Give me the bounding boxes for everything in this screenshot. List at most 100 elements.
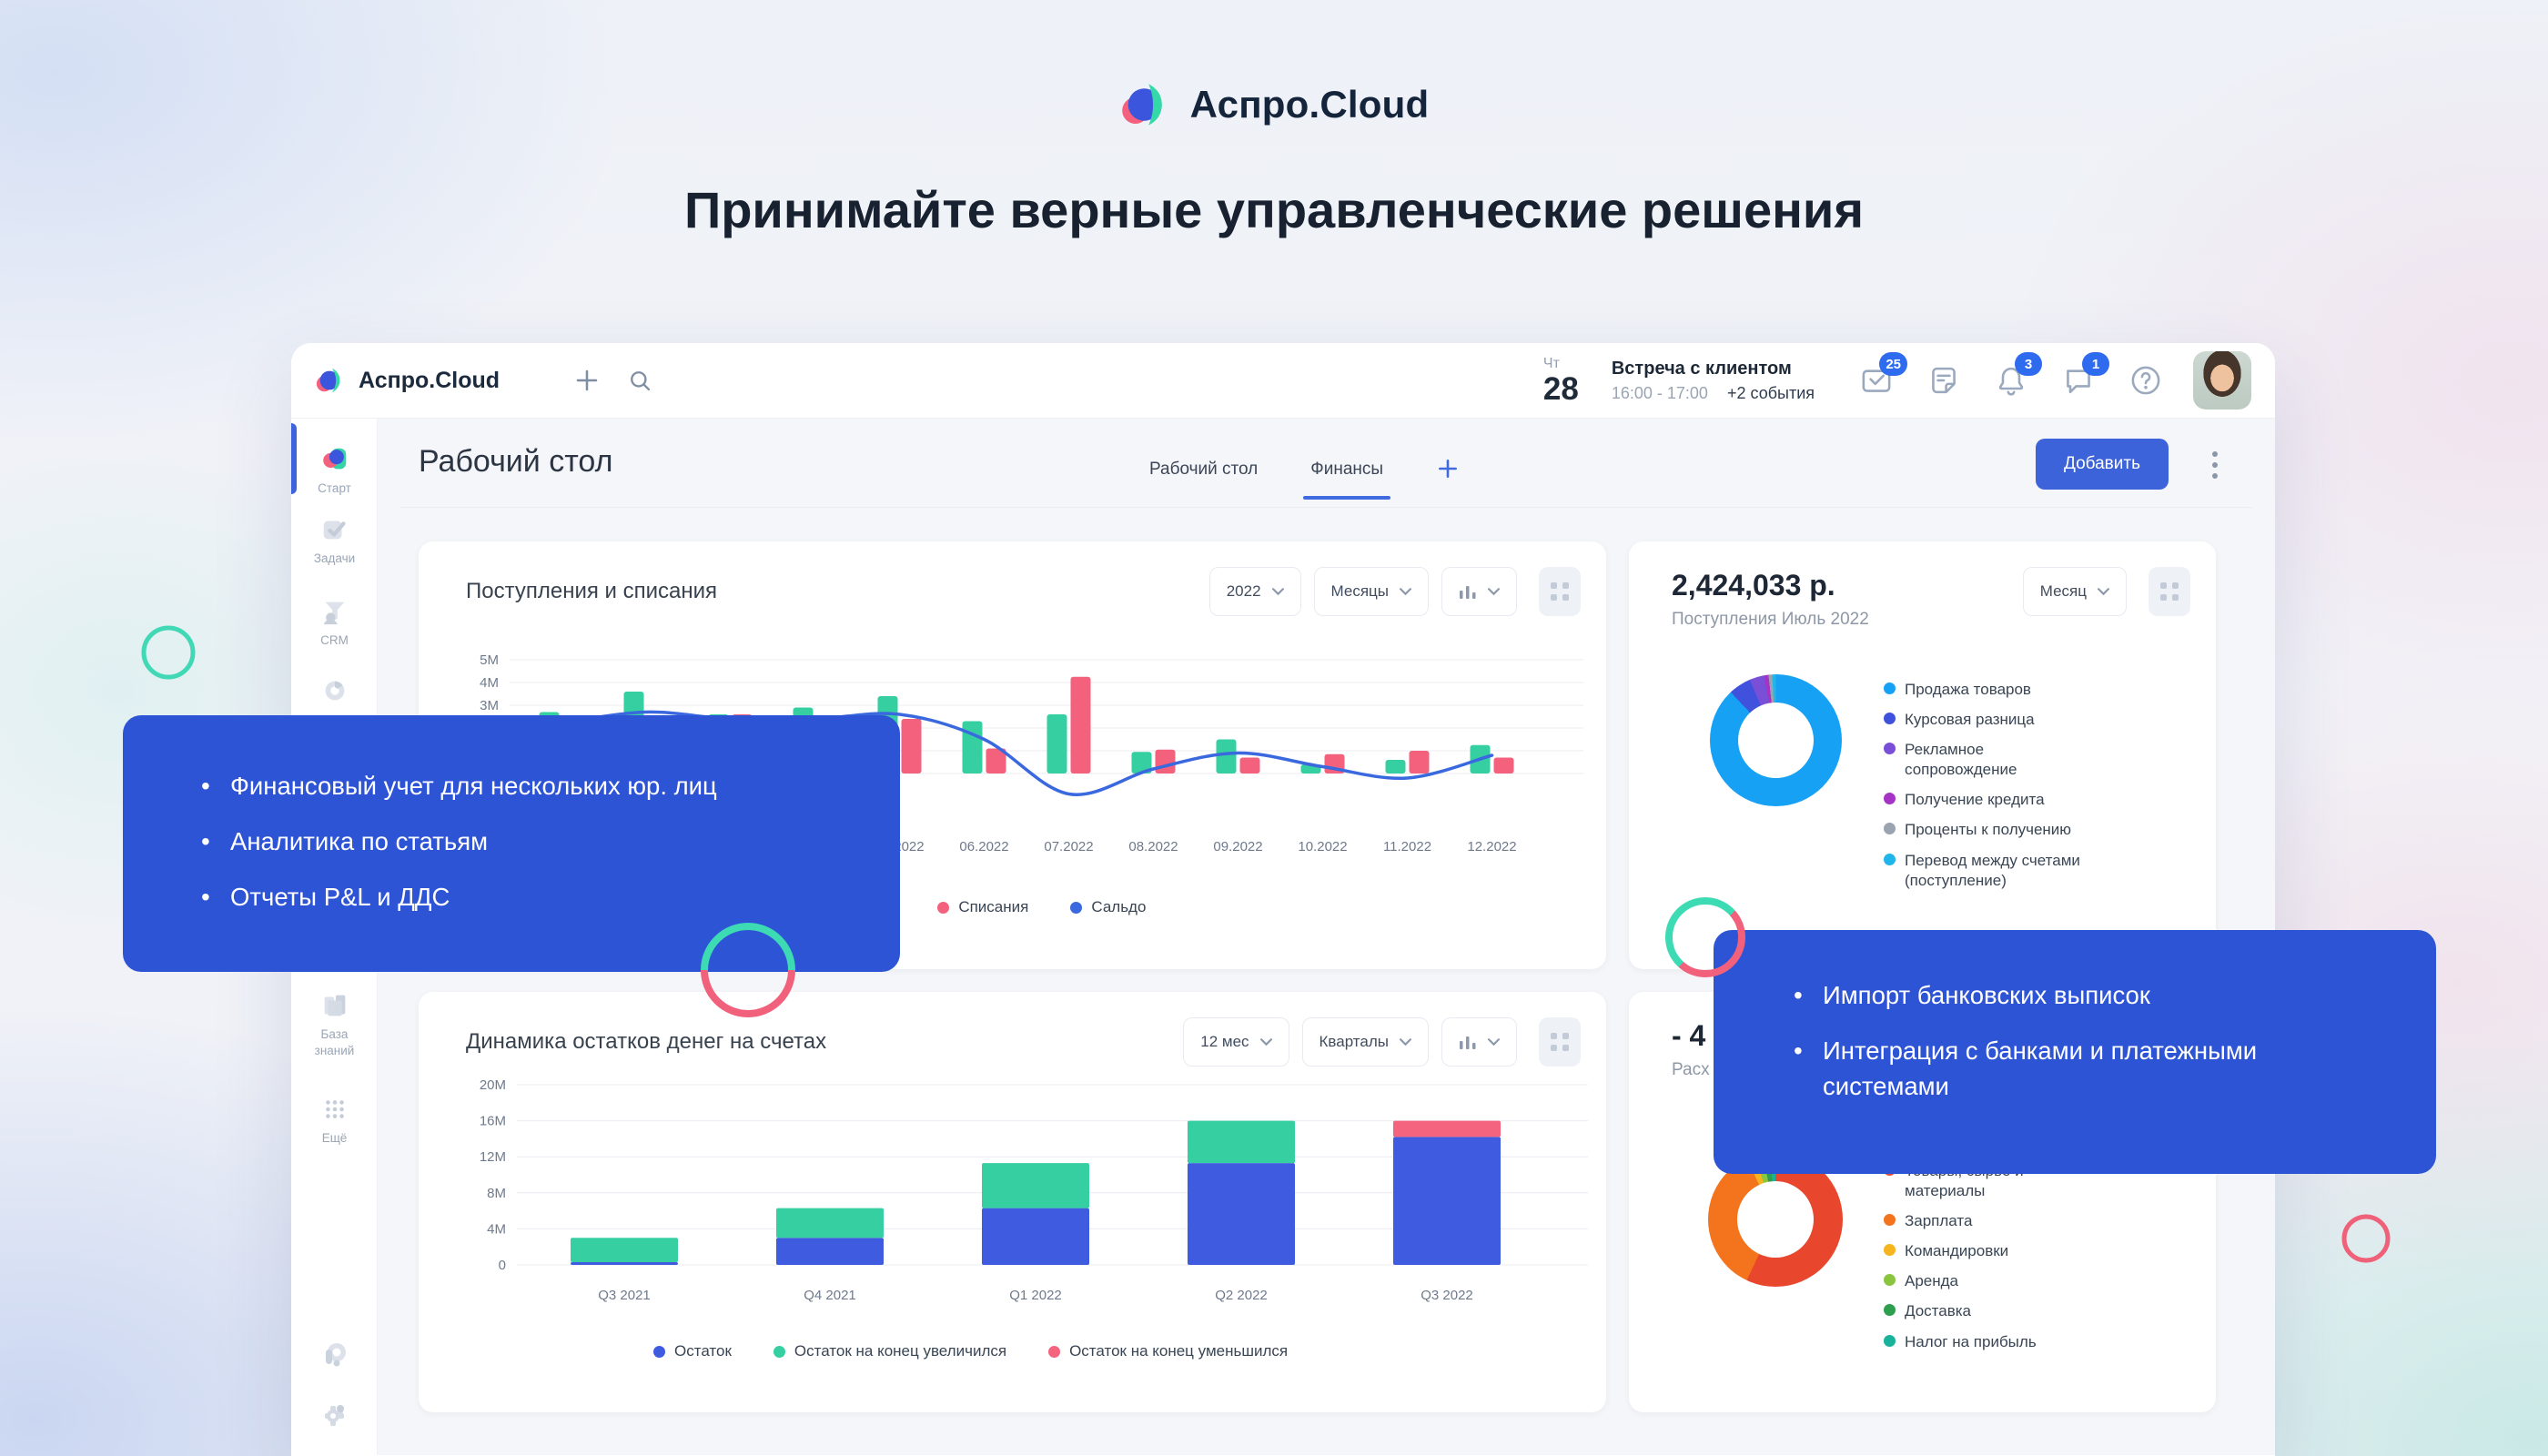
sidebar-item-crm[interactable]: CRM — [291, 596, 378, 649]
chevron-down-icon — [1400, 587, 1411, 595]
sidebar-item-tasks[interactable]: Задачи — [291, 514, 378, 567]
sidebar-item-knowledge[interactable]: База знаний — [291, 990, 378, 1059]
legend-item: Аренда — [1884, 1271, 2096, 1291]
callout-bullet: Аналитика по статьям — [199, 824, 786, 860]
chevron-down-icon — [1259, 1037, 1272, 1046]
tab-finance[interactable]: Финансы — [1303, 460, 1390, 500]
legend-item: Остаток на конец увеличился — [773, 1342, 1006, 1360]
chevron-down-icon — [1488, 1037, 1500, 1046]
callout-bullet: Финансовый учет для нескольких юр. лиц — [199, 768, 786, 804]
svg-text:06.2022: 06.2022 — [959, 839, 1008, 854]
mail-badge: 25 — [1879, 352, 1907, 376]
chart-type-button[interactable] — [1441, 1017, 1517, 1067]
chevron-down-icon — [1271, 587, 1284, 595]
day-number: 28 — [1542, 370, 1579, 407]
decor-ring-corner — [1665, 897, 1745, 977]
help-icon — [2131, 366, 2160, 395]
svg-text:10.2022: 10.2022 — [1298, 839, 1347, 854]
legend-item: Налог на прибыль — [1884, 1332, 2096, 1352]
dashboard-tabs: Рабочий стол Финансы — [1149, 457, 1460, 501]
period-filter[interactable]: Месяцы — [1313, 567, 1429, 616]
event-time: 16:00 - 17:00 — [1611, 383, 1708, 402]
avatar[interactable] — [2193, 351, 2251, 410]
chat-button[interactable]: 1 — [2058, 352, 2109, 400]
event-more: +2 события — [1726, 383, 1815, 402]
svg-text:08.2022: 08.2022 — [1128, 839, 1178, 854]
svg-text:5M: 5M — [480, 652, 499, 668]
chart-type-button[interactable] — [1441, 567, 1517, 616]
notes-button[interactable] — [1924, 360, 1964, 400]
year-filter[interactable]: 2022 — [1208, 567, 1301, 616]
page-title: Рабочий стол — [419, 444, 613, 479]
sidebar-item-settings[interactable] — [291, 1398, 378, 1431]
svg-text:16M: 16M — [480, 1114, 506, 1129]
headline: Принимайте верные управленческие решения — [683, 181, 1865, 238]
callout-bullet: Интеграция с банками и платежными систем… — [1792, 1033, 2379, 1104]
aspro-logo-icon — [1121, 84, 1162, 126]
bell-icon — [1998, 367, 2024, 396]
expense-subtitle: Расх — [1672, 1060, 1710, 1079]
app-header: Аспро.Cloud Чт 28 Встреча с клиентом 16:… — [291, 343, 2275, 419]
create-button[interactable] — [567, 360, 607, 400]
aspro-logo-icon — [316, 368, 340, 393]
notifications-button[interactable]: 3 — [1991, 352, 2042, 400]
period-filter[interactable]: Кварталы — [1301, 1017, 1429, 1067]
crm-icon — [323, 602, 344, 625]
svg-text:4M: 4M — [480, 675, 499, 691]
legend-item: Остаток — [653, 1342, 732, 1360]
app-brand-name: Аспро.Cloud — [359, 367, 500, 393]
widget-title: Поступления и списания — [466, 579, 718, 603]
drag-handle[interactable] — [1539, 567, 1581, 616]
svg-text:3M: 3M — [480, 698, 499, 713]
brand-name: Аспро.Cloud — [1189, 83, 1430, 126]
feature-callout-banks: Импорт банковских выписок Интеграция с ба… — [1714, 930, 2436, 1174]
add-widget-button[interactable]: Добавить — [2036, 439, 2169, 490]
period-filter[interactable]: Месяц — [2022, 567, 2127, 616]
more-icon — [325, 1100, 344, 1118]
svg-text:Q3 2021: Q3 2021 — [598, 1288, 651, 1303]
brand-logo: Аспро.Cloud — [0, 78, 2548, 131]
active-item-indicator — [291, 423, 297, 494]
search-button[interactable] — [620, 360, 660, 400]
decor-ring-pink — [2341, 1214, 2391, 1263]
bar-chart-icon — [1460, 586, 1476, 599]
sidebar-item-label: Старт — [318, 481, 351, 495]
drag-handle[interactable] — [2149, 567, 2190, 616]
sidebar-item-finance[interactable] — [291, 675, 378, 706]
sidebar-item-label: Ещё — [321, 1131, 348, 1145]
bar-chart-icon — [1460, 1036, 1476, 1049]
decor-ring-teal — [141, 625, 196, 680]
more-menu-button[interactable] — [2209, 448, 2221, 482]
svg-text:12M: 12M — [480, 1149, 506, 1165]
upcoming-event[interactable]: Встреча с клиентом 16:00 - 17:00 +2 собы… — [1612, 359, 1815, 403]
support-icon — [325, 1343, 346, 1367]
svg-text:Q2 2022: Q2 2022 — [1215, 1288, 1268, 1303]
legend-item: Командировки — [1884, 1241, 2096, 1261]
svg-text:Q3 2022: Q3 2022 — [1421, 1288, 1473, 1303]
start-icon — [322, 448, 346, 470]
search-icon — [631, 371, 651, 391]
tab-desktop[interactable]: Рабочий стол — [1149, 459, 1259, 479]
range-filter[interactable]: 12 мес — [1183, 1017, 1289, 1067]
sidebar-item-start[interactable]: Старт — [291, 444, 378, 497]
svg-text:8M: 8M — [487, 1186, 506, 1201]
sidebar-item-support[interactable] — [291, 1338, 378, 1370]
add-tab-button[interactable] — [1436, 457, 1460, 501]
balance-chart: 0 4M 8M 12M 16M 20M Q3 2021 Q4 2021 Q1 2022 Q2 20… — [480, 1077, 1588, 1303]
svg-text:20M: 20M — [480, 1077, 506, 1093]
calendar-date[interactable]: Чт 28 — [1542, 356, 1579, 407]
callout-bullet: Отчеты P&L и ДДС — [199, 879, 786, 915]
knowledge-icon — [324, 995, 345, 1016]
sidebar-item-more[interactable]: Ещё — [291, 1094, 378, 1147]
notifications-badge: 3 — [2015, 352, 2042, 376]
drag-handle[interactable] — [1539, 1017, 1581, 1067]
divider — [400, 507, 2252, 508]
income-legend: Продажа товаров Курсовая разница Рекламное… — [1884, 680, 2096, 891]
svg-text:Q4 2021: Q4 2021 — [804, 1288, 856, 1303]
help-button[interactable] — [2126, 360, 2166, 400]
widget-balance-dynamics: Динамика остатков денег на счетах 12 мес… — [419, 992, 1606, 1412]
legend-item: Сальдо — [1070, 898, 1146, 916]
svg-text:Q1 2022: Q1 2022 — [1009, 1288, 1062, 1303]
mail-button[interactable]: 25 — [1856, 352, 1907, 400]
